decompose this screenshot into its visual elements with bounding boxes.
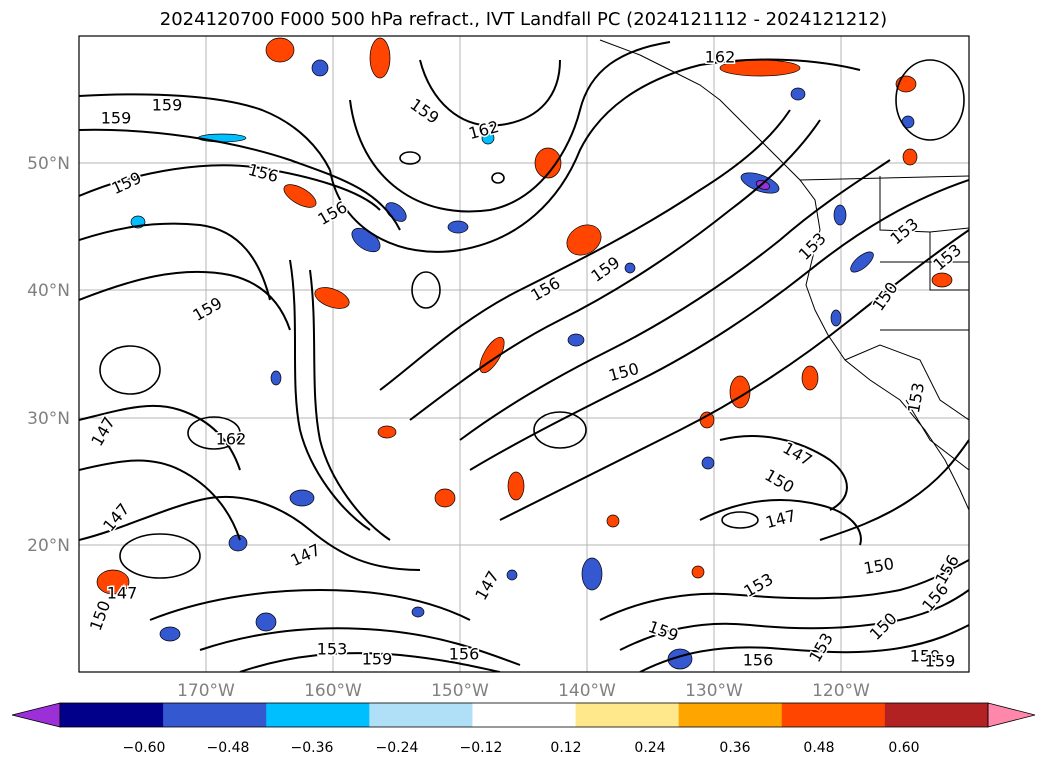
colorbar-tick: 0.60	[888, 740, 919, 756]
colorbar-segment	[575, 703, 680, 727]
colorbar-segment	[163, 703, 267, 727]
lat-label-20n: 20°N	[27, 536, 70, 556]
contour-islands	[99, 59, 965, 579]
lat-label-50n: 50°N	[27, 154, 70, 174]
contour-label: 159	[101, 109, 132, 128]
colorbar-tick: 0.24	[634, 740, 665, 756]
lat-label-30n: 30°N	[27, 409, 70, 429]
colorbar-segment	[678, 703, 783, 727]
colorbar-tick: −0.48	[207, 740, 250, 756]
colorbar-tick: −0.60	[123, 740, 166, 756]
contour-label: 156	[743, 651, 774, 670]
colorbar-segment	[369, 703, 473, 727]
contour-label: 162	[216, 430, 247, 449]
lon-label-170w: 170°W	[177, 681, 235, 701]
coastline	[599, 39, 969, 511]
longitude-labels: 170°W 160°W 150°W 140°W 130°W 120°W	[177, 681, 870, 701]
colorbar-tick: 0.12	[550, 740, 581, 756]
lon-label-120w: 120°W	[812, 681, 870, 701]
colorbar-segment	[472, 703, 577, 727]
contour-label: 156	[449, 645, 480, 664]
map-frame	[78, 35, 970, 673]
colorbar-segment	[266, 703, 370, 727]
contour-label: 159	[910, 647, 941, 666]
latitude-labels: 50°N 40°N 30°N 20°N	[27, 154, 70, 556]
colorbar-segment	[884, 703, 989, 727]
map-panel	[79, 36, 969, 672]
colorbar-frame	[59, 702, 989, 728]
negative-anomalies	[130, 59, 915, 670]
lat-label-40n: 40°N	[27, 281, 70, 301]
map-title: 2024120700 F000 500 hPa refract., IVT La…	[159, 9, 888, 30]
colorbar-extend-low	[11, 702, 61, 728]
contour-label: 153	[317, 640, 348, 659]
colorbar-segment	[781, 703, 886, 727]
colorbar-tick: −0.36	[291, 740, 334, 756]
contour-label: 147	[107, 584, 138, 603]
lon-label-150w: 150°W	[431, 681, 489, 701]
contour-label: 159	[152, 96, 183, 115]
contour-label: 159	[362, 650, 393, 669]
contour-lines	[79, 41, 969, 672]
colorbar-tick-labels: −0.60 −0.48 −0.36 −0.24 −0.12 0.12 0.24 …	[123, 740, 920, 756]
contour-label: 162	[705, 48, 736, 67]
colorbar-extend-high	[987, 702, 1036, 728]
colorbar-tick: −0.24	[376, 740, 419, 756]
lon-label-130w: 130°W	[685, 681, 743, 701]
colorbar-tick: 0.48	[803, 740, 834, 756]
lon-label-140w: 140°W	[558, 681, 616, 701]
colorbar-tick: −0.12	[460, 740, 503, 756]
colorbar-tick: 0.36	[719, 740, 750, 756]
colorbar	[11, 702, 1036, 728]
colorbar-segment	[60, 703, 164, 727]
lon-label-160w: 160°W	[304, 681, 362, 701]
contour-label: 159	[925, 652, 956, 671]
